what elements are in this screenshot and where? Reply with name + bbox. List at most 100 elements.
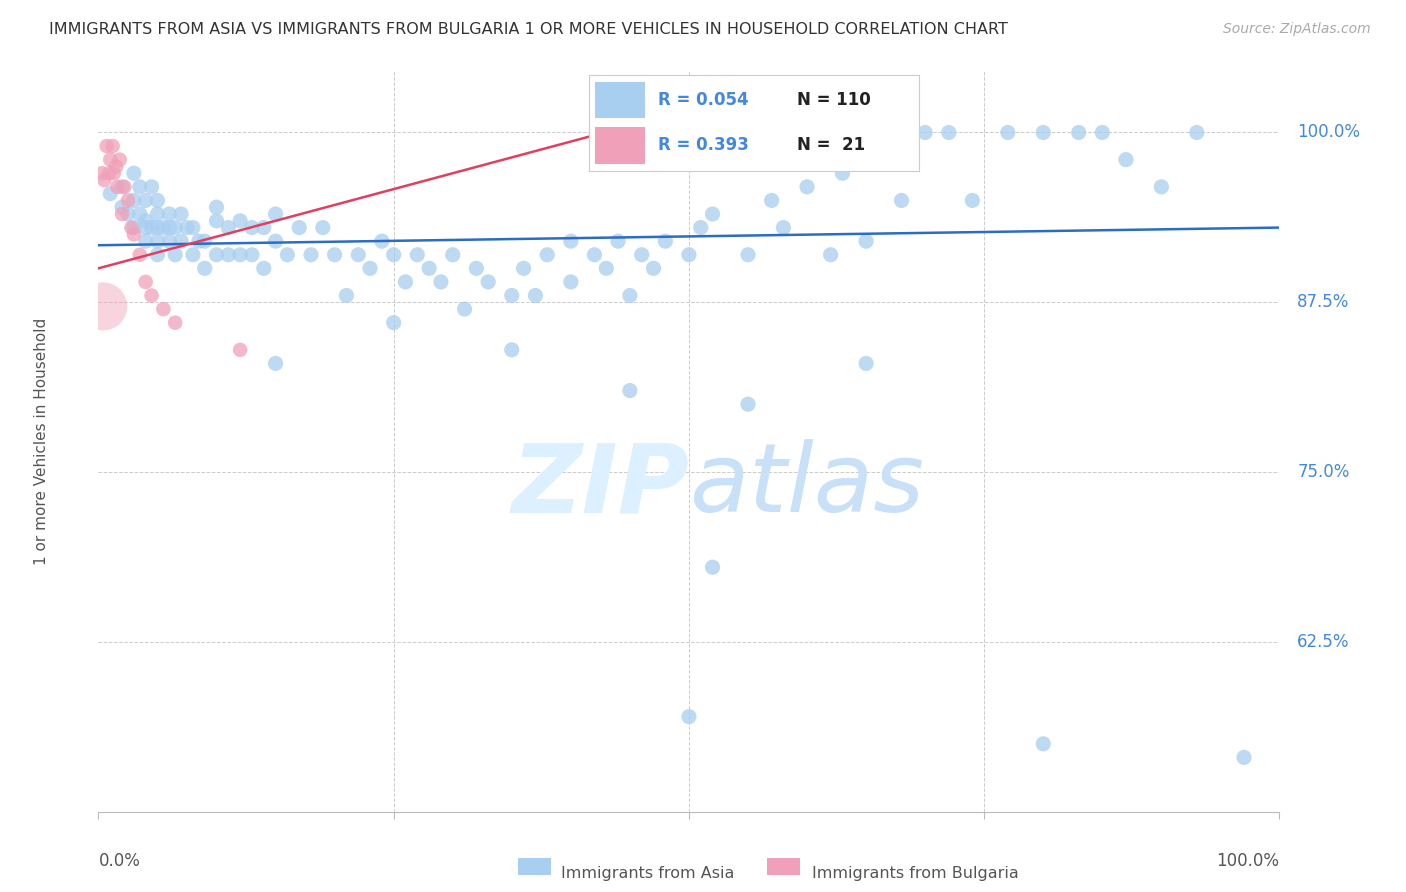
Point	[187, 234, 209, 248]
Point	[170, 234, 193, 248]
Point	[1091, 126, 1114, 140]
Point	[128, 248, 150, 262]
Point	[253, 261, 276, 276]
Point	[229, 214, 252, 228]
Point	[312, 220, 335, 235]
Point	[141, 179, 163, 194]
Point	[524, 288, 547, 302]
Point	[264, 207, 287, 221]
Point	[1185, 126, 1208, 140]
Point	[619, 288, 641, 302]
Point	[146, 194, 169, 208]
Point	[276, 248, 298, 262]
Point	[914, 126, 936, 140]
FancyBboxPatch shape	[766, 858, 800, 875]
Point	[702, 560, 724, 574]
Point	[512, 261, 534, 276]
Point	[702, 207, 724, 221]
Point	[501, 288, 523, 302]
Point	[501, 343, 523, 357]
Point	[855, 356, 877, 370]
Text: 1 or more Vehicles in Household: 1 or more Vehicles in Household	[34, 318, 49, 566]
Point	[194, 261, 217, 276]
Point	[465, 261, 488, 276]
Point	[135, 234, 157, 248]
Text: Source: ZipAtlas.com: Source: ZipAtlas.com	[1223, 22, 1371, 37]
Point	[111, 200, 134, 214]
Point	[453, 302, 475, 317]
Point	[418, 261, 440, 276]
Point	[157, 234, 180, 248]
Point	[146, 248, 169, 262]
Point	[91, 166, 114, 180]
Point	[98, 186, 121, 201]
Point	[112, 179, 135, 194]
Point	[607, 234, 630, 248]
Point	[406, 248, 429, 262]
Point	[128, 179, 150, 194]
Point	[430, 275, 453, 289]
Point	[938, 126, 960, 140]
Point	[146, 234, 169, 248]
Text: ZIP: ZIP	[510, 440, 689, 533]
Point	[157, 207, 180, 221]
Point	[121, 220, 143, 235]
Point	[93, 173, 115, 187]
Text: Immigrants from Bulgaria: Immigrants from Bulgaria	[811, 866, 1018, 880]
Point	[737, 397, 759, 411]
Point	[761, 194, 783, 208]
Point	[240, 220, 263, 235]
Text: 62.5%: 62.5%	[1298, 633, 1350, 651]
Point	[560, 275, 582, 289]
Point	[157, 220, 180, 235]
Point	[181, 220, 204, 235]
Point	[382, 248, 405, 262]
Point	[105, 179, 128, 194]
Point	[1067, 126, 1090, 140]
Point	[108, 153, 131, 167]
Point	[1032, 737, 1054, 751]
Point	[165, 220, 187, 235]
Point	[205, 200, 228, 214]
Text: Immigrants from Asia: Immigrants from Asia	[561, 866, 735, 880]
Point	[335, 288, 357, 302]
Point	[217, 248, 239, 262]
Point	[122, 220, 145, 235]
Point	[890, 194, 912, 208]
Point	[152, 220, 174, 235]
Point	[135, 214, 157, 228]
Point	[820, 248, 842, 262]
Point	[288, 220, 311, 235]
Point	[135, 275, 157, 289]
Point	[128, 207, 150, 221]
Point	[831, 166, 853, 180]
Point	[141, 288, 163, 302]
Point	[101, 139, 124, 153]
Point	[772, 220, 794, 235]
Point	[141, 220, 163, 235]
Text: 75.0%: 75.0%	[1298, 463, 1350, 481]
Point	[117, 194, 139, 208]
Point	[117, 207, 139, 221]
Point	[737, 248, 759, 262]
Point	[382, 316, 405, 330]
Point	[122, 166, 145, 180]
Point	[240, 248, 263, 262]
Point	[91, 299, 114, 313]
Point	[194, 234, 217, 248]
Point	[217, 220, 239, 235]
Point	[146, 220, 169, 235]
Point	[560, 234, 582, 248]
Point	[323, 248, 346, 262]
Point	[205, 248, 228, 262]
Point	[170, 207, 193, 221]
Point	[264, 234, 287, 248]
Text: 0.0%: 0.0%	[98, 853, 141, 871]
Point	[595, 261, 617, 276]
Point	[583, 248, 606, 262]
Point	[689, 220, 711, 235]
Text: atlas: atlas	[689, 440, 924, 533]
Point	[253, 220, 276, 235]
Point	[152, 302, 174, 317]
Point	[1233, 750, 1256, 764]
